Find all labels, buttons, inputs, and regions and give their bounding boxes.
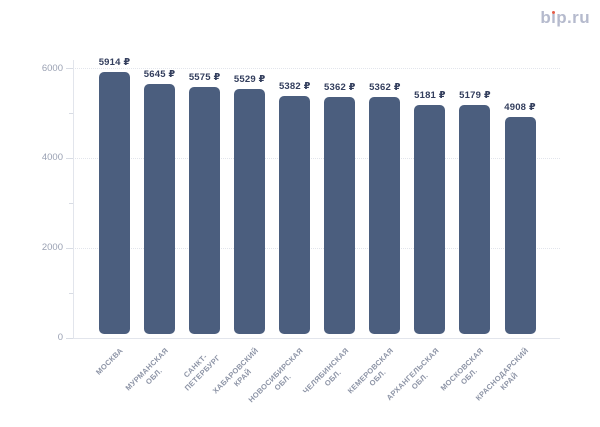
x-axis-label-text: МУРМАНСКАЯ ОБЛ. bbox=[123, 346, 170, 393]
y-minor-tick-mark bbox=[69, 292, 73, 294]
bar-value-label: 5181 ₽ bbox=[414, 89, 446, 101]
bar[interactable] bbox=[459, 104, 491, 334]
y-axis-line bbox=[73, 60, 74, 338]
bip-logo-text: bı p.ru bbox=[540, 8, 590, 27]
bar[interactable] bbox=[279, 95, 311, 334]
y-minor-tick-mark bbox=[69, 112, 73, 114]
y-axis-tick-label: 2000 bbox=[41, 242, 63, 254]
bar-value-label: 5382 ₽ bbox=[278, 80, 311, 92]
bar[interactable] bbox=[144, 83, 176, 334]
bar-value-label: 4908 ₽ bbox=[504, 102, 536, 114]
x-axis-line bbox=[73, 338, 560, 339]
gridline bbox=[73, 157, 560, 159]
x-axis-label-text: МОСКВА bbox=[94, 346, 125, 377]
y-axis-tick-label: 4000 bbox=[41, 152, 63, 164]
bar-value-label: 5362 ₽ bbox=[324, 81, 356, 93]
bar[interactable] bbox=[99, 71, 130, 334]
gridline bbox=[73, 247, 560, 249]
bar-value-label: 5179 ₽ bbox=[459, 89, 491, 101]
y-tick-mark bbox=[66, 247, 73, 249]
bar[interactable] bbox=[414, 104, 446, 334]
bar[interactable] bbox=[369, 96, 401, 334]
y-tick-mark bbox=[66, 157, 73, 159]
bar[interactable] bbox=[324, 96, 356, 334]
logo-letter-i: ı bbox=[551, 8, 557, 27]
bar[interactable] bbox=[234, 89, 266, 334]
y-axis-tick-label: 6000 bbox=[41, 62, 63, 74]
y-tick-mark bbox=[66, 68, 73, 69]
gridline bbox=[73, 68, 560, 69]
x-axis-label-text: ЧЕЛЯБИНСКАЯ ОБЛ. bbox=[300, 346, 351, 396]
bar-value-label: 5575 ₽ bbox=[188, 72, 221, 84]
bar-value-label: 5914 ₽ bbox=[98, 56, 131, 68]
bar-value-label: 5362 ₽ bbox=[369, 81, 401, 93]
bar[interactable] bbox=[504, 117, 536, 334]
y-tick-mark bbox=[66, 337, 73, 339]
y-axis-tick-label: 0 bbox=[57, 332, 63, 343]
bar[interactable] bbox=[189, 87, 221, 334]
logo-orange-dot-icon bbox=[551, 10, 556, 15]
bar-value-label: 5529 ₽ bbox=[233, 74, 266, 86]
bar-value-label: 5645 ₽ bbox=[143, 68, 176, 80]
y-minor-tick-mark bbox=[69, 202, 73, 204]
bip-ru-logo: bı p.ru bbox=[540, 8, 590, 28]
